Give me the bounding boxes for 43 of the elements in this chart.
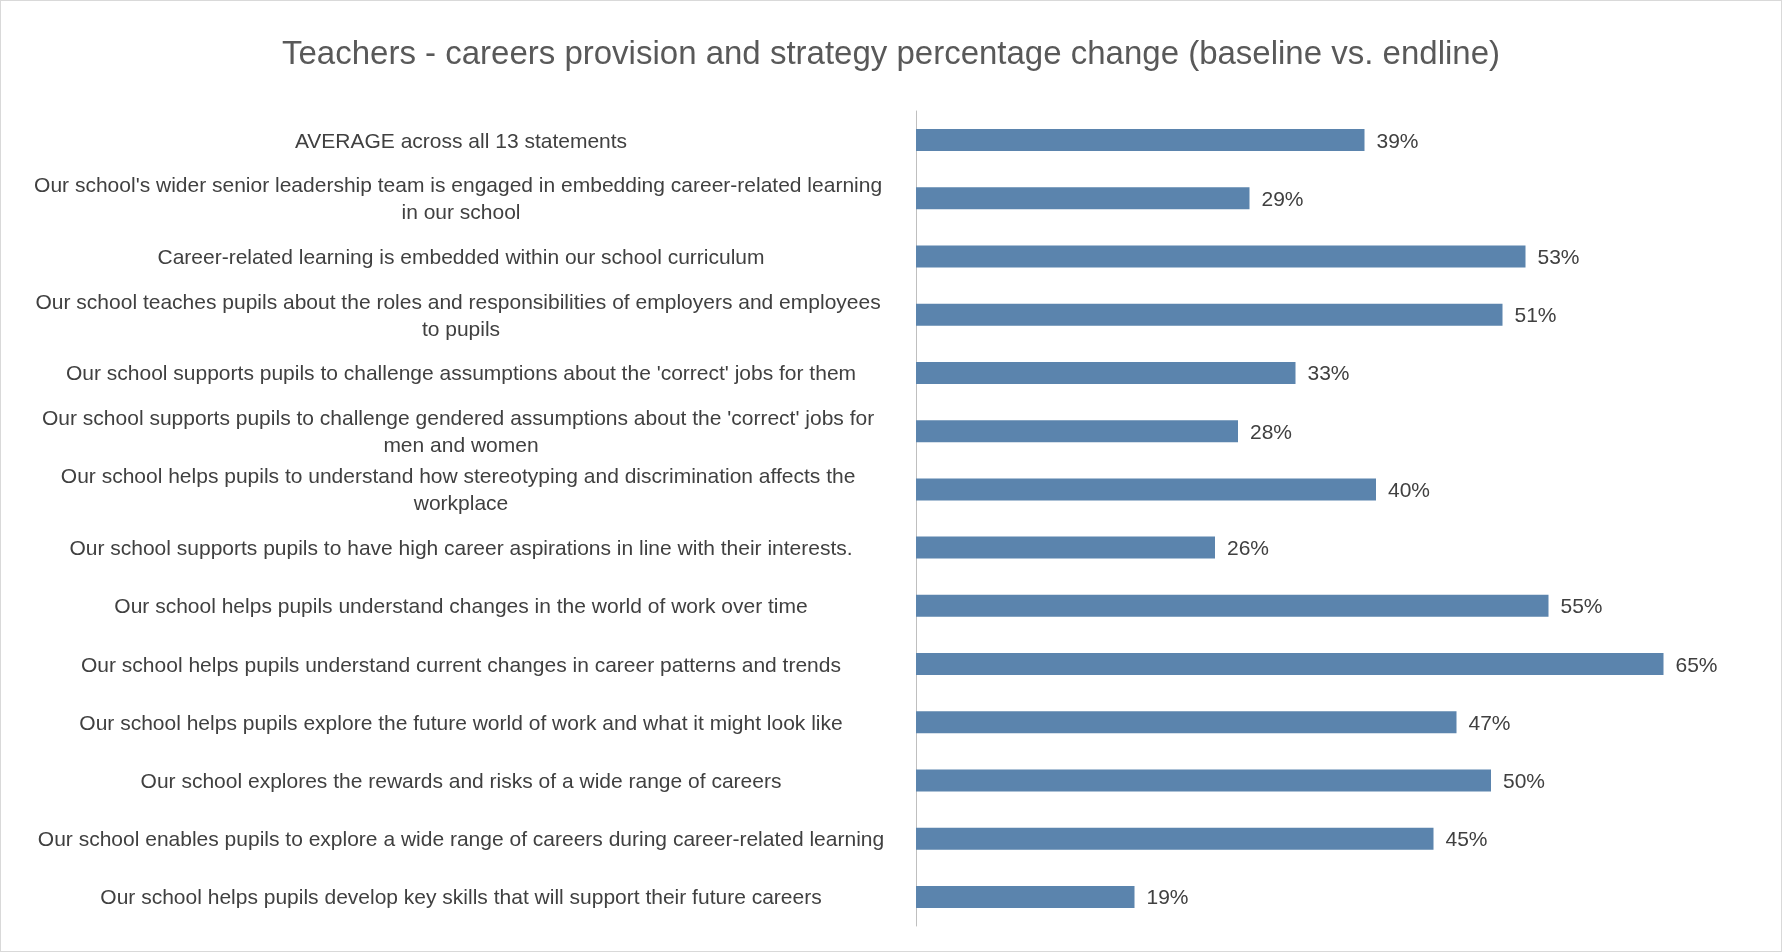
bar: [916, 827, 1434, 850]
data-label: 53%: [1537, 245, 1580, 269]
data-label: 28%: [1250, 419, 1293, 443]
data-label: 39%: [1376, 128, 1419, 152]
bar: [916, 536, 1215, 559]
bar: [916, 885, 1135, 908]
bar: [916, 129, 1365, 152]
y-tick-label: Our school helps pupils explore the future world of work and what it might look like: [79, 710, 843, 734]
data-label: 29%: [1261, 186, 1304, 210]
bar: [916, 594, 1549, 617]
data-label: 50%: [1503, 768, 1546, 792]
y-tick-label: Career-related learning is embedded within our school curriculum: [157, 245, 765, 269]
y-tick-label: Our school enables pupils to explore a wide range of careers during career-related learning: [37, 827, 885, 851]
data-label: 55%: [1560, 594, 1603, 618]
bar: [916, 653, 1664, 676]
bar: [916, 361, 1296, 384]
y-tick-label: Our school supports pupils to challenge assumptions about the 'correct' jobs for them: [65, 361, 857, 385]
chart-title: Teachers - careers provision and strategy percentage change (baseline vs. endline): [281, 34, 1501, 71]
data-label: 47%: [1468, 710, 1511, 734]
y-tick-label: Our school supports pupils to challenge gendered assumptions about the 'correct' jobs for men and women: [41, 406, 881, 457]
y-tick-label: Our school supports pupils to have high career aspirations in line with their interests.: [69, 536, 853, 560]
data-label: 51%: [1514, 303, 1557, 327]
y-tick-label: Our school teaches pupils about the roles and responsibilities of employers and employees to pupils: [35, 289, 887, 340]
bar: [916, 769, 1491, 792]
y-tick-label: Our school helps pupils understand current changes in career patterns and trends: [81, 652, 841, 676]
bar: [916, 478, 1376, 501]
y-tick-label: Our school helps pupils develop key skills that will support their future careers: [100, 885, 822, 909]
data-label: 40%: [1388, 477, 1431, 501]
bar: [916, 245, 1526, 268]
y-tick-label: Our school explores the rewards and risks of a wide range of careers: [140, 768, 782, 792]
data-label: 26%: [1227, 536, 1270, 560]
y-tick-label: Our school's wider senior leadership team is engaged in embedding career-related learning in our school: [34, 173, 888, 224]
y-tick-label: AVERAGE across all 13 statements: [294, 128, 628, 152]
data-label: 45%: [1445, 827, 1488, 851]
bar: [916, 420, 1238, 443]
y-tick-label: Our school helps pupils understand changes in the world of work over time: [114, 594, 808, 618]
bar: [916, 187, 1250, 210]
data-label: 19%: [1146, 885, 1189, 909]
y-tick-label: Our school helps pupils to understand how stereotyping and discrimination affects the workplace: [60, 464, 862, 515]
bar: [916, 303, 1503, 326]
data-label: 33%: [1307, 361, 1350, 385]
bar: [916, 711, 1457, 734]
data-label: 65%: [1675, 652, 1718, 676]
